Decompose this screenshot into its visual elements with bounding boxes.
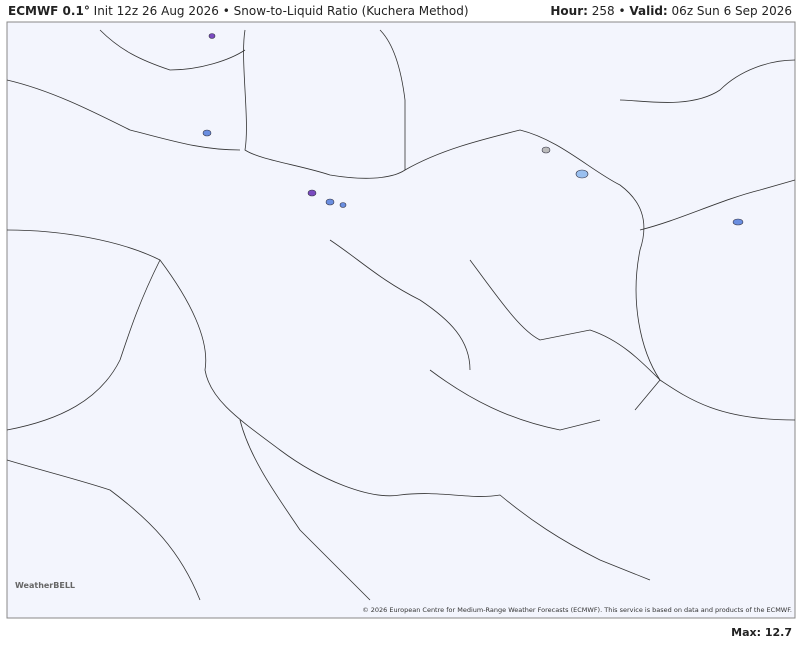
max-label: Max: 12.7 <box>731 626 792 639</box>
hour-label: Hour: <box>550 4 588 18</box>
valid: 06z Sun 6 Sep 2026 <box>671 4 792 18</box>
model: ECMWF 0.1° <box>8 4 90 18</box>
header-left: ECMWF 0.1° Init 12z 26 Aug 2026 • Snow-t… <box>8 4 469 18</box>
product: Snow-to-Liquid Ratio (Kuchera Method) <box>233 4 469 18</box>
credit: © 2026 European Centre for Medium-Range … <box>362 606 792 614</box>
init: Init 12z 26 Aug 2026 <box>93 4 219 18</box>
precip-blobs <box>202 33 744 226</box>
header-right: Hour: 258 • Valid: 06z Sun 6 Sep 2026 <box>550 4 792 18</box>
map-frame <box>6 21 796 619</box>
hour: 258 <box>591 4 615 18</box>
valid-label: Valid: <box>629 4 668 18</box>
logo: WeatherBELL <box>15 581 75 590</box>
borders <box>6 29 796 601</box>
